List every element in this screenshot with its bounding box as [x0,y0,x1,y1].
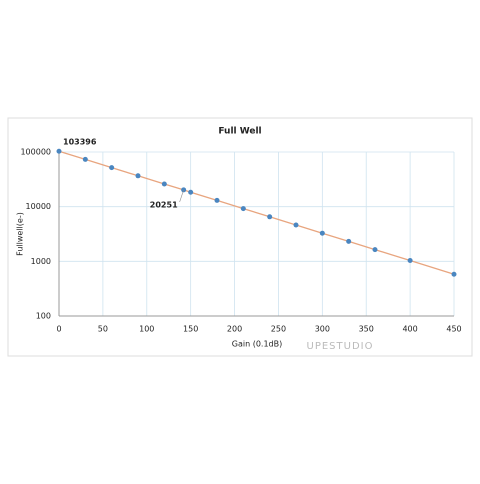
data-point [267,214,273,220]
data-point [214,197,220,203]
x-tick-label: 200 [227,325,242,334]
data-label: 103396 [63,138,97,147]
data-point [451,271,457,277]
y-tick-label: 1000 [31,257,51,266]
x-tick-label: 0 [56,325,61,334]
data-point [372,247,378,253]
label-leader [179,189,184,203]
data-point [135,173,141,179]
x-tick-label: 400 [402,325,417,334]
data-point [188,189,194,195]
series-line [58,150,455,275]
data-point [319,230,325,236]
data-point [346,238,352,244]
y-tick-label: 100000 [20,148,51,157]
data-point [407,258,413,264]
x-tick-label: 350 [359,325,374,334]
x-tick-label: 250 [271,325,286,334]
y-axis-label: Fullwell(e-) [16,212,25,256]
x-axis-label: Gain (0.1dB) [232,340,282,349]
data-point [82,156,88,162]
plot-area [59,152,454,316]
data-point [109,165,115,171]
x-tick-label: 100 [139,325,154,334]
x-tick-label: 450 [446,325,461,334]
x-tick-label: 300 [315,325,330,334]
y-tick-label: 10000 [26,202,51,211]
x-tick-label: 150 [183,325,198,334]
x-tick-label: 50 [98,325,108,334]
data-point [56,148,62,154]
y-tick-label: 100 [36,312,51,321]
data-point [161,181,167,187]
chart-title: Full Well [218,127,261,137]
data-point [293,222,299,228]
data-label: 20251 [150,200,178,209]
watermark: UPESTUDIO [307,341,374,352]
data-point [240,206,246,212]
